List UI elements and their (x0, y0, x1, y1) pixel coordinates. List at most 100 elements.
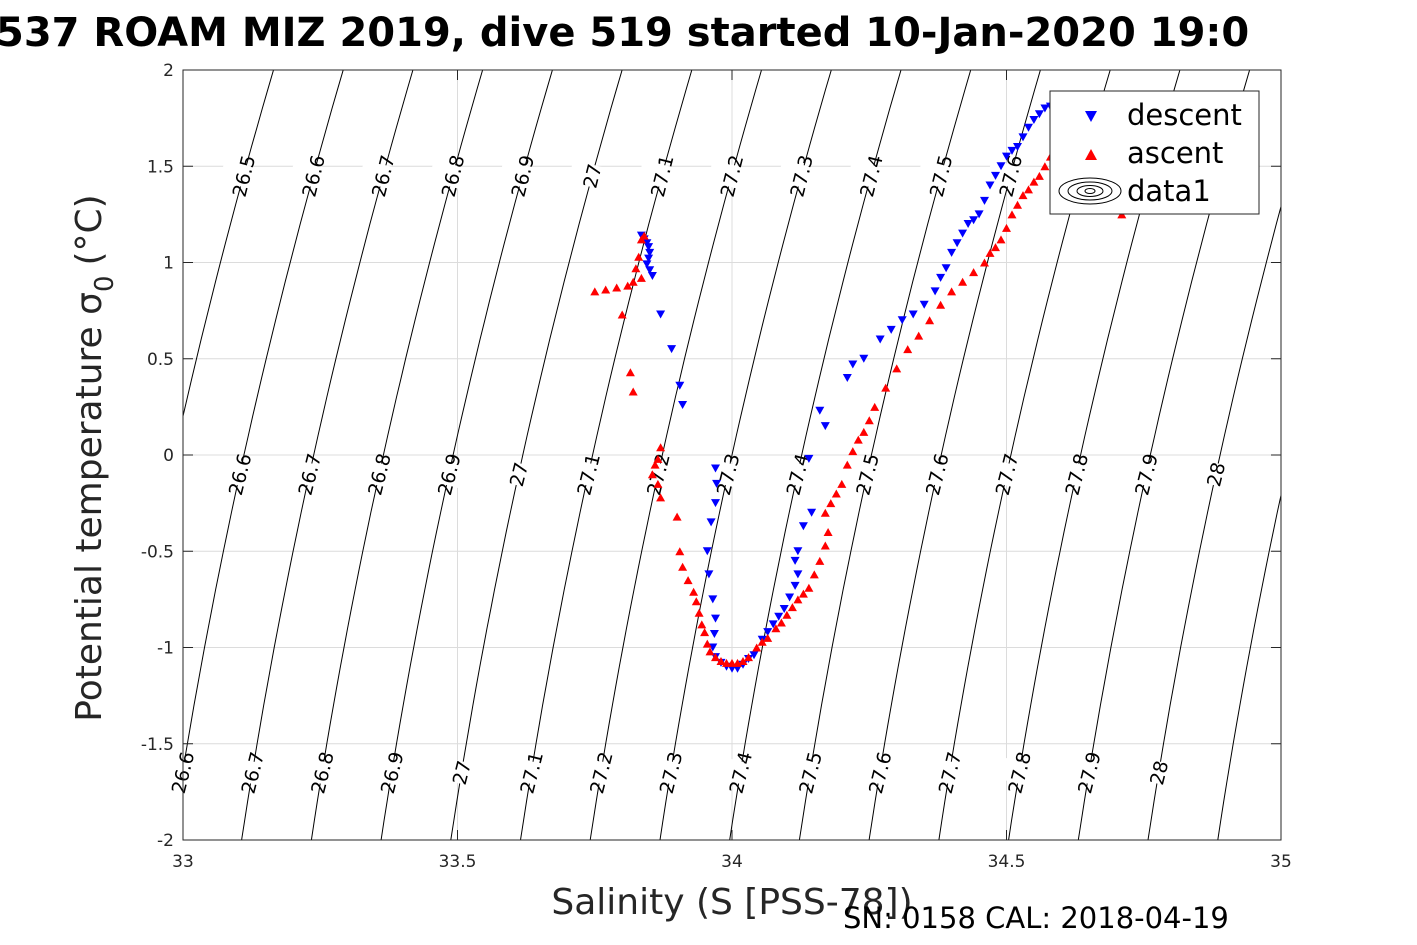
descent-point (790, 556, 800, 565)
ascent-point (1034, 171, 1044, 180)
descent-point (969, 216, 979, 225)
ascent-point (804, 583, 814, 592)
isopycnal-line (450, 70, 623, 840)
ascent-point (892, 364, 902, 373)
isopycnal-line (868, 70, 1041, 840)
contour-label-background (716, 756, 765, 789)
ascent-point (757, 637, 767, 646)
contour-label-background (633, 458, 682, 491)
ascent-point (925, 316, 935, 325)
ascent-point (672, 512, 682, 521)
descent-point (930, 287, 940, 296)
ascent-point (985, 248, 995, 257)
contour-label-background (707, 159, 756, 192)
contour-label-background (855, 756, 904, 789)
ascent-point (612, 283, 622, 292)
contour-label-background (925, 756, 974, 789)
isopycnal-line (241, 70, 414, 840)
descent-point (991, 171, 1000, 180)
isopycnal-line (183, 70, 344, 774)
descent-point (974, 210, 984, 219)
ascent-point (647, 470, 657, 479)
descent-point (709, 630, 719, 638)
descent-point (706, 518, 716, 527)
ascent-point (678, 562, 688, 571)
descent-point (667, 345, 677, 354)
ascent-point (650, 460, 660, 469)
ascent-point (631, 264, 641, 273)
contour-label-background (912, 458, 961, 491)
ascent-point (1029, 177, 1039, 186)
descent-point (848, 360, 858, 369)
ascent-point (656, 493, 666, 502)
ascent-point (1013, 200, 1022, 209)
ascent-point (628, 387, 638, 396)
x-tick-label: 33.5 (439, 852, 477, 872)
ascent-point (636, 273, 646, 282)
ascent-point (1007, 210, 1017, 219)
contour-label-background (986, 159, 1035, 192)
ascent-point (683, 576, 693, 585)
x-tick-label: 33 (172, 852, 194, 872)
descent-point (642, 260, 652, 269)
ascent-point (793, 595, 803, 604)
descent-point (644, 243, 654, 252)
ascent-point (820, 541, 830, 550)
contour-label-background (358, 159, 407, 192)
legend-ascent-label: ascent (1127, 136, 1223, 170)
contour-label-background (568, 159, 617, 192)
descent-point (897, 316, 907, 325)
contour-label-background (289, 159, 338, 192)
contour-label-background (437, 756, 486, 789)
ascent-point (694, 608, 704, 617)
contour-label-background (507, 756, 556, 789)
y-axis-label-unit: (°C) (69, 194, 110, 265)
contour-label-background (355, 458, 404, 491)
contour-label-background (498, 159, 547, 192)
legend-contour-marker (1058, 177, 1122, 205)
ascent-point (653, 479, 663, 488)
descent-point (708, 595, 718, 604)
ascent-point (689, 587, 699, 596)
ascent-point (831, 489, 841, 498)
contour-label-background (564, 458, 613, 491)
ascent-point (837, 479, 847, 488)
descent-point (749, 651, 759, 660)
contour-label-background (646, 756, 695, 789)
descent-point (919, 300, 929, 309)
isopycnal-line (798, 70, 972, 840)
descent-point (815, 406, 825, 415)
ascent-point (787, 603, 797, 612)
ascent-point (936, 300, 946, 309)
descent-point (886, 325, 896, 334)
ascent-point (776, 618, 786, 627)
contour-label-background (1191, 458, 1240, 491)
ascent-point (859, 427, 869, 436)
x-tick-label: 35 (1270, 852, 1292, 872)
contour-label-background (494, 458, 543, 491)
descent-point (712, 479, 722, 488)
descent-point (645, 266, 655, 275)
descent-point (704, 570, 714, 579)
ascent-point (969, 268, 979, 277)
contour-label-background (1064, 756, 1113, 789)
ascent-point (705, 647, 715, 656)
ascent-point (853, 435, 863, 444)
ascent-point (702, 639, 712, 648)
y-axis-label-main: Potential temperature σ (69, 292, 110, 722)
descent-point (644, 254, 654, 263)
contour-label-background (777, 159, 826, 192)
descent-point (711, 614, 720, 623)
ascent-point (1024, 185, 1033, 194)
ascent-point (634, 252, 644, 261)
ascent-point (716, 657, 726, 665)
y-tick-label: -1.5 (141, 735, 174, 755)
ascent-point (656, 443, 666, 452)
descent-point (1040, 104, 1050, 113)
x-tick-label: 34 (721, 852, 743, 872)
ascent-point (1040, 162, 1050, 171)
x-tick-label: 34.5 (988, 852, 1026, 872)
ascent-point (996, 235, 1006, 244)
legend: descent ascent data1 (1049, 90, 1260, 215)
